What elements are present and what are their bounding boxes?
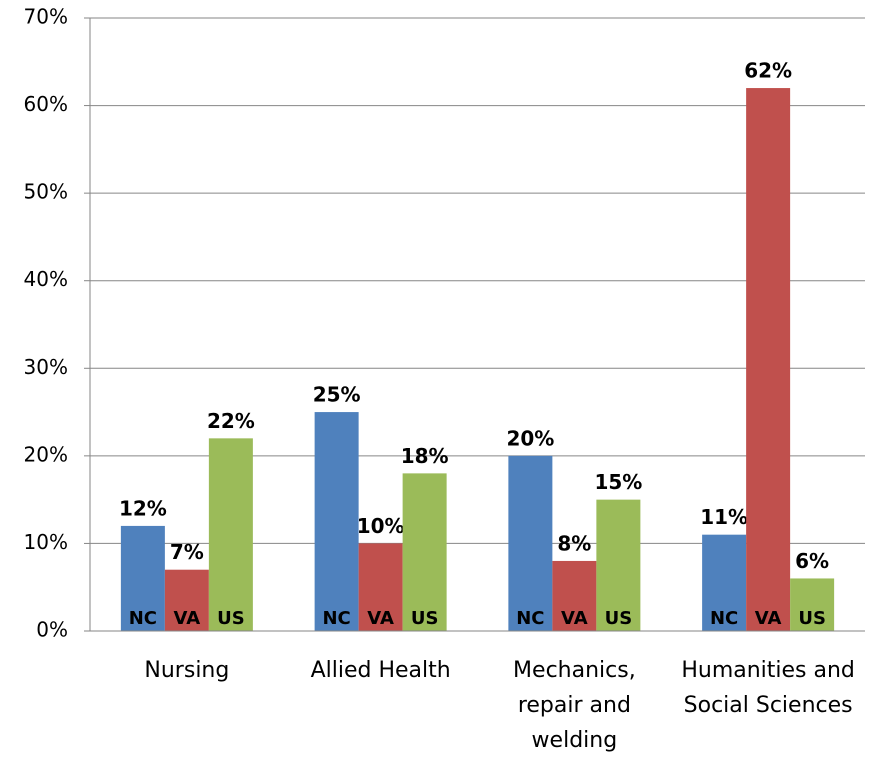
y-tick-label: 60% [24,92,68,116]
x-tick-label: Nursing [144,658,230,683]
y-tick-label: 50% [24,180,68,204]
bar [402,473,447,631]
value-label: 6% [795,549,829,573]
series-label: VA [755,608,782,629]
x-tick-label: Humanities and Social Sciences [681,658,855,718]
value-label: 12% [119,496,167,520]
bar [702,534,747,631]
series-label: VA [174,608,201,629]
series-label: US [411,608,439,629]
series-label: NC [516,608,544,629]
series-label: NC [129,608,157,629]
value-label: 22% [207,409,255,433]
x-tick-label: Mechanics, repair and welding [513,658,636,753]
series-label: US [217,608,245,629]
series-label: NC [710,608,738,629]
y-tick-label: 40% [24,267,68,291]
value-label: 62% [744,59,792,83]
y-tick-label: 30% [24,355,68,379]
bar [164,569,209,631]
value-label: 18% [401,444,449,468]
y-tick-label: 20% [24,442,68,466]
series-label: US [605,608,633,629]
bar [508,455,553,631]
value-label: 15% [594,470,642,494]
bar [596,499,641,631]
y-tick-label: 70% [24,5,68,29]
series-label: VA [367,608,394,629]
bar [790,578,835,631]
series-label: US [798,608,826,629]
value-label: 11% [700,505,748,529]
value-label: 25% [313,383,361,407]
x-tick-label: Allied Health [310,658,451,683]
series-label: NC [322,608,350,629]
y-tick-label: 10% [24,530,68,554]
value-label: 7% [170,540,204,564]
value-label: 8% [557,531,591,555]
bar [746,88,791,632]
y-tick-label: 0% [36,618,68,642]
bar [552,560,597,631]
series-label: VA [561,608,588,629]
bar [314,412,359,631]
value-label: 10% [357,514,405,538]
bar [120,525,165,631]
bar [208,438,253,631]
bar [358,543,403,631]
value-label: 20% [506,426,554,450]
